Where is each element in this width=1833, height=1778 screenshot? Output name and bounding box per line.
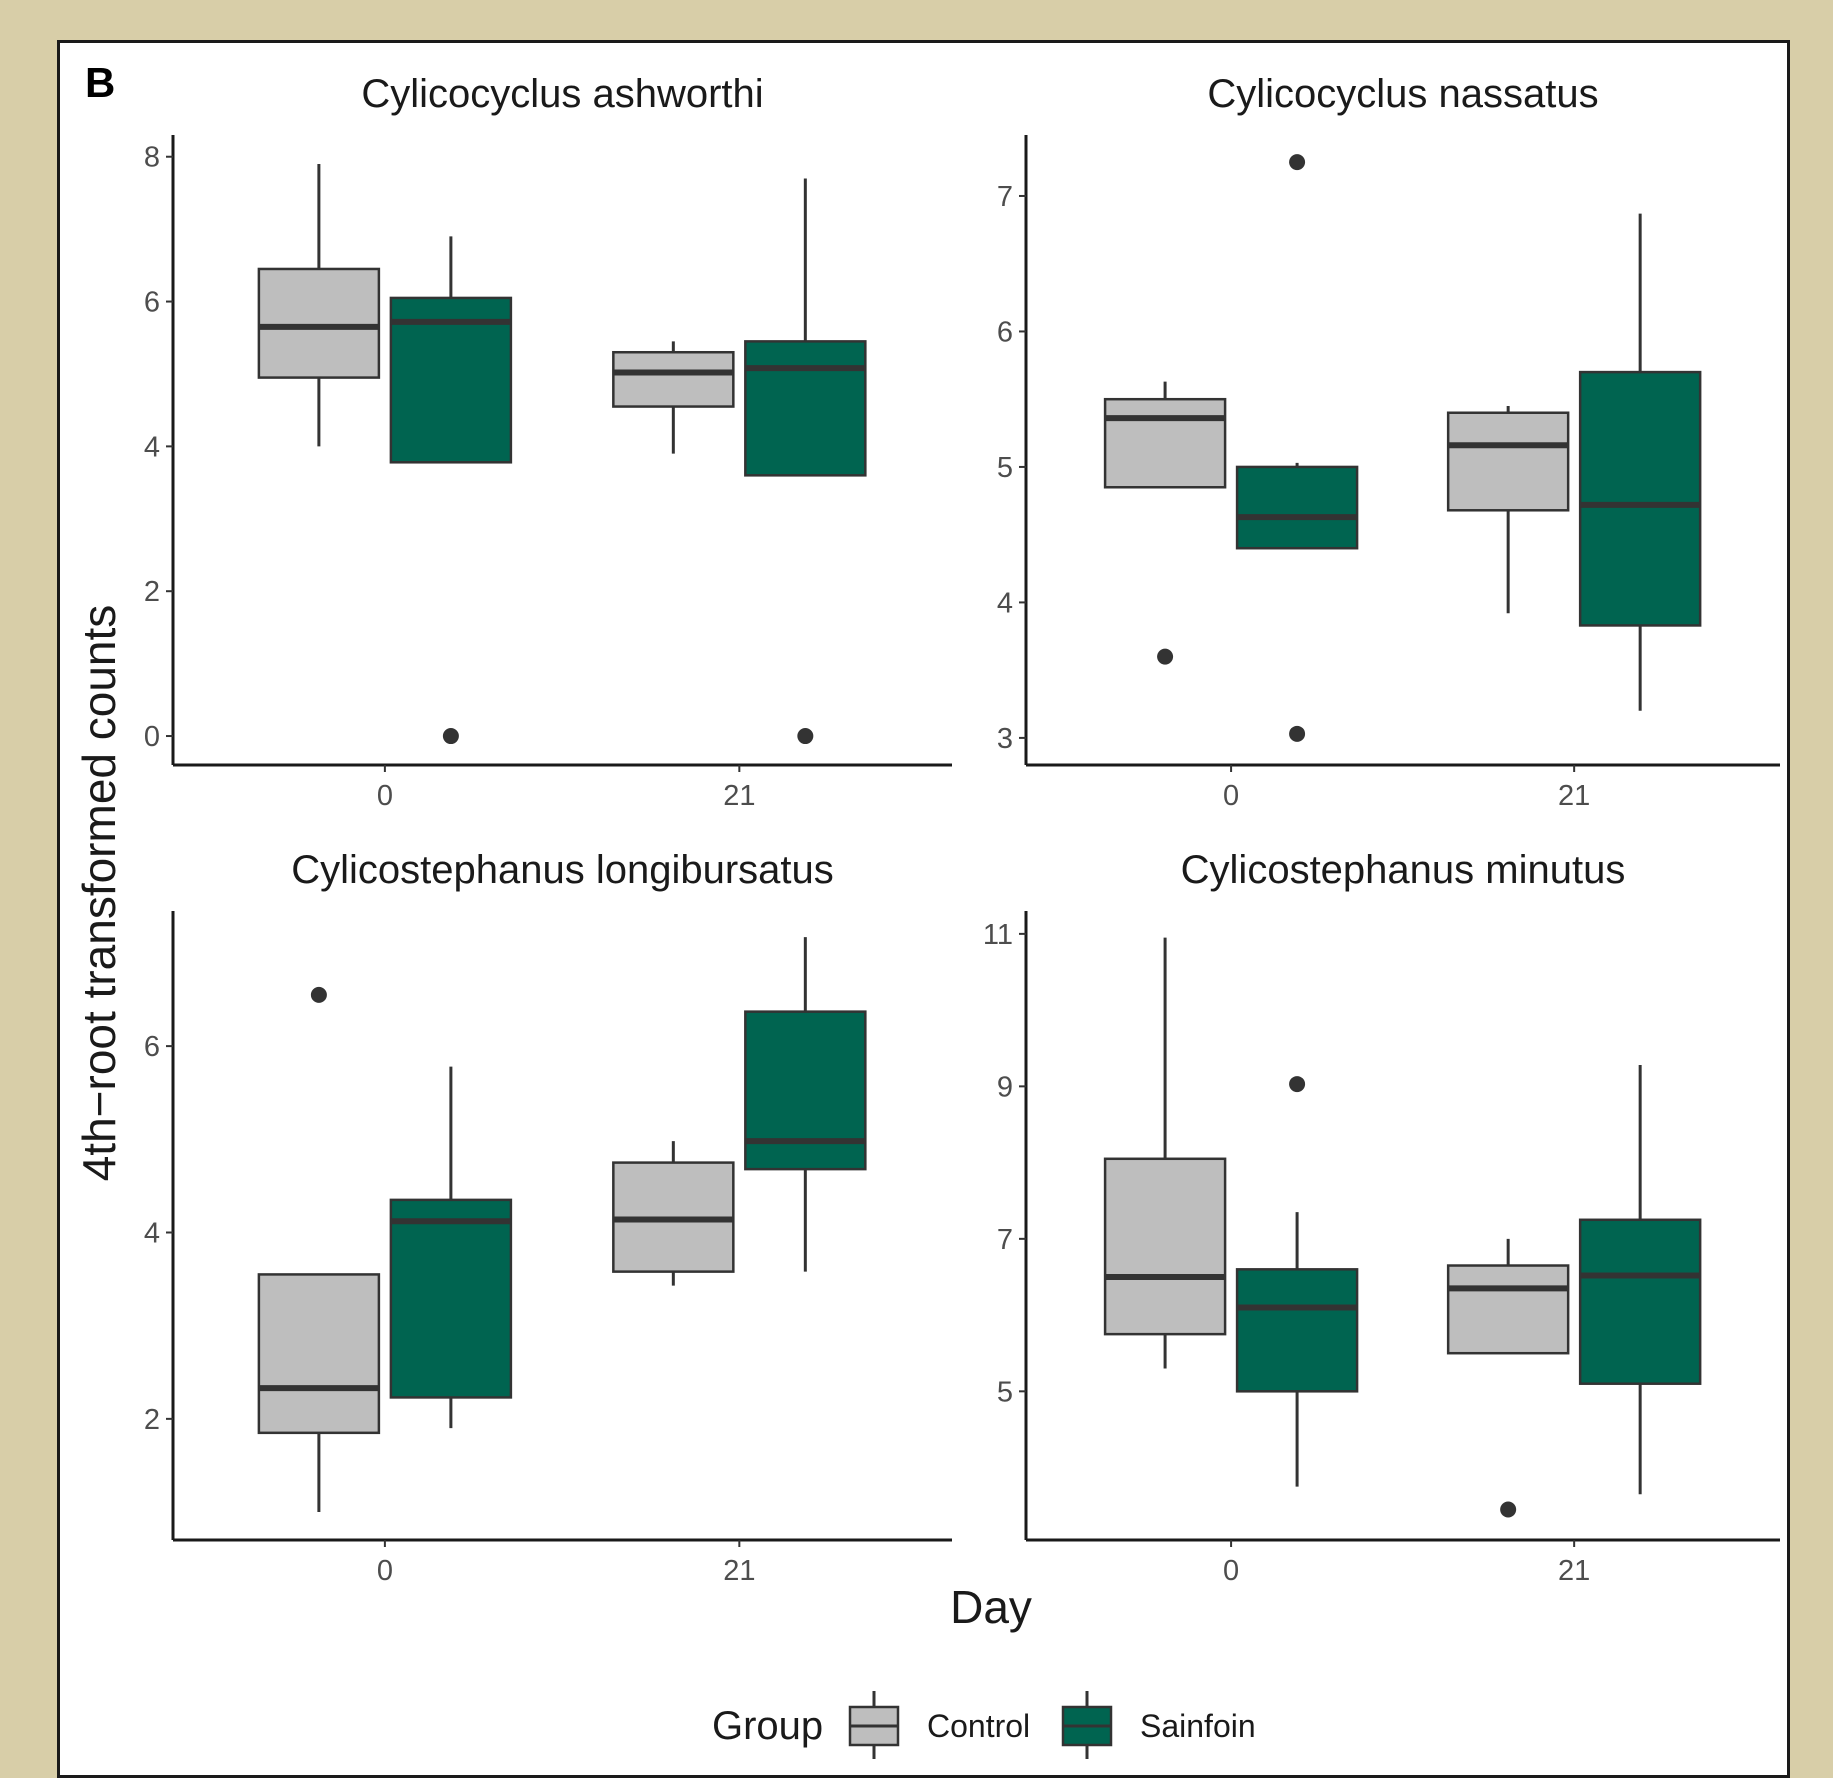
legend-key-control <box>848 1691 900 1759</box>
y-tick-label: 6 <box>997 316 1013 348</box>
box-sainfoin-day-0 <box>1235 154 1359 742</box>
box-iqr <box>1578 1218 1702 1385</box>
y-tick-label: 2 <box>144 1404 160 1436</box>
box-control-day-0 <box>257 163 381 447</box>
box-iqr <box>389 1198 513 1399</box>
box-iqr <box>389 296 513 464</box>
box-iqr <box>744 340 867 477</box>
x-tick-label: 21 <box>723 780 755 812</box>
y-tick-label: 8 <box>144 142 160 174</box>
legend: Group Control Sainfoin <box>712 1691 1256 1759</box>
outlier-point <box>310 986 327 1003</box>
y-tick-label: 4 <box>144 1217 160 1249</box>
box-iqr <box>1235 1268 1359 1393</box>
box-control-day-21 <box>1446 405 1570 614</box>
box-control-day-0 <box>257 986 381 1513</box>
legend-label-control: Control <box>927 1708 1030 1744</box>
box-iqr <box>1103 1157 1227 1336</box>
legend-key-sainfoin <box>1061 1691 1113 1759</box>
panel-cylicocyclus-nassatus: Cylicocyclus nassatus 3 4 5 6 7 0 21 <box>997 72 1780 812</box>
y-tick-label: 6 <box>144 287 160 319</box>
y-tick-label: 5 <box>997 1376 1013 1408</box>
outlier-point <box>1289 1076 1306 1093</box>
x-tick-label: 0 <box>377 1555 393 1587</box>
panel-title: Cylicocyclus nassatus <box>1207 72 1598 116</box>
box-control-day-21 <box>1446 1238 1570 1518</box>
panel-title: Cylicocyclus ashworthi <box>361 72 763 116</box>
y-tick-label: 9 <box>997 1071 1013 1103</box>
y-tick-label: 11 <box>983 919 1013 951</box>
box-iqr <box>1446 411 1570 512</box>
box-sainfoin-day-21 <box>1578 1065 1702 1495</box>
box-sainfoin-day-21 <box>744 937 867 1272</box>
figure-panel: B Cylicocyclus ashworthi 0 2 4 6 8 0 21 Cylicocy… <box>57 40 1790 1778</box>
box-iqr <box>1446 1264 1570 1355</box>
x-axis-title: Day <box>950 1581 1032 1633</box>
outlier-point <box>1289 725 1306 742</box>
legend-keys <box>848 1691 1113 1759</box>
panel-title: Cylicostephanus minutus <box>1181 848 1626 892</box>
panel-title: Cylicostephanus longibursatus <box>291 848 834 892</box>
box-control-day-0 <box>1103 937 1227 1369</box>
box-control-day-21 <box>612 341 735 454</box>
box-iqr <box>1103 397 1227 489</box>
outlier-point <box>797 728 814 745</box>
y-axis-title: 4th−root transformed counts <box>73 605 125 1182</box>
legend-label-sainfoin: Sainfoin <box>1140 1708 1256 1744</box>
y-tick-label: 7 <box>997 181 1013 213</box>
y-tick-label: 0 <box>144 721 160 753</box>
x-tick-label: 0 <box>1223 1555 1239 1587</box>
outlier-point <box>442 728 459 745</box>
x-tick-label: 0 <box>377 780 393 812</box>
x-tick-label: 21 <box>1558 780 1590 812</box>
outlier-point <box>1289 154 1306 171</box>
box-iqr <box>612 350 735 408</box>
box-iqr <box>1235 465 1359 550</box>
box-sainfoin-day-0 <box>389 236 513 745</box>
y-tick-label: 4 <box>997 587 1013 619</box>
y-tick-label: 5 <box>997 452 1013 484</box>
panel-cylicostephanus-minutus: Cylicostephanus minutus 5 7 9 11 0 21 <box>983 848 1780 1587</box>
box-iqr <box>257 1273 381 1435</box>
box-iqr <box>257 267 381 379</box>
box-iqr <box>744 1010 867 1171</box>
panel-tag: B <box>85 59 115 106</box>
y-tick-label: 3 <box>997 723 1013 755</box>
legend-title: Group <box>712 1704 823 1748</box>
y-tick-label: 6 <box>144 1031 160 1063</box>
box-control-day-21 <box>612 1141 735 1286</box>
outlier-point <box>1500 1501 1517 1518</box>
box-iqr <box>1578 370 1702 627</box>
x-tick-label: 21 <box>723 1555 755 1587</box>
y-tick-label: 2 <box>144 576 160 608</box>
x-tick-label: 0 <box>1223 780 1239 812</box>
x-tick-label: 21 <box>1558 1555 1590 1587</box>
y-tick-label: 7 <box>997 1224 1013 1256</box>
box-sainfoin-day-0 <box>389 1066 513 1429</box>
box-sainfoin-day-21 <box>1578 213 1702 711</box>
box-sainfoin-day-0 <box>1235 1076 1359 1487</box>
panel-cylicocyclus-ashworthi: Cylicocyclus ashworthi 0 2 4 6 8 0 21 <box>144 72 952 812</box>
outlier-point <box>1157 648 1174 665</box>
box-control-day-0 <box>1103 381 1227 665</box>
y-tick-label: 4 <box>144 431 160 463</box>
panel-cylicostephanus-longibursatus: Cylicostephanus longibursatus 2 4 6 0 21 <box>144 848 952 1587</box>
box-sainfoin-day-21 <box>744 178 867 745</box>
